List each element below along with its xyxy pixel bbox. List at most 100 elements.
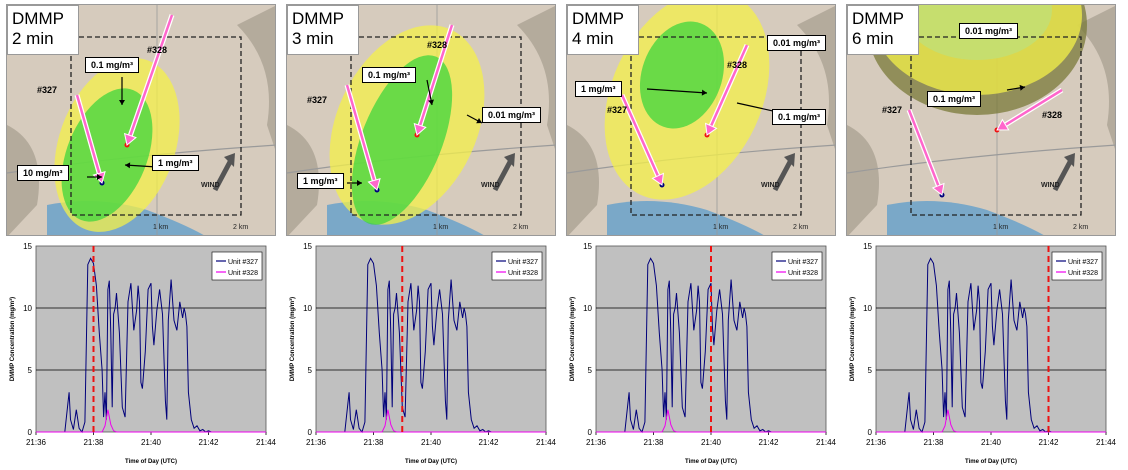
wind-label: WIND <box>761 182 780 189</box>
sensor-arrow-shaft <box>709 44 749 127</box>
legend-label-unit-328: Unit #328 <box>788 270 818 277</box>
x-tick-label: 21:40 <box>421 438 442 447</box>
x-tick-label: 21:42 <box>198 438 219 447</box>
concentration-label: 10 mg/m³ <box>17 165 69 181</box>
label-pointer-head <box>701 89 707 96</box>
y-tick-label: 0 <box>588 428 593 437</box>
panel-2: 1 km 2 km WIND DMMP 3 min 0.1 mg/m³ 0.01 mg/m³… <box>280 0 557 465</box>
sensor-arrow-head <box>123 132 137 146</box>
panel-4: 1 km 2 km WIND DMMP 6 min 0.01 mg/m³ 0.1 mg/m³… <box>840 0 1117 465</box>
y-tick-label: 0 <box>868 428 873 437</box>
x-tick-label: 21:36 <box>586 438 607 447</box>
unit-327-label: #327 <box>607 105 628 115</box>
plume-map: 1 km 2 km WIND DMMP 6 min 0.01 mg/m³ 0.1 mg/m³… <box>846 4 1116 236</box>
x-tick-label: 21:44 <box>256 438 276 447</box>
sensor-arrow-head <box>413 122 427 136</box>
water-body <box>887 201 1044 235</box>
wind-arrow-head <box>504 153 515 167</box>
y-axis-label: DMMP Concentration (mg/m³) <box>569 297 576 381</box>
wind-arrow-head <box>784 153 795 167</box>
unit-327-label: #327 <box>307 95 328 105</box>
unit-328-label: #328 <box>1042 110 1063 120</box>
y-tick-label: 15 <box>863 242 872 251</box>
terrain-shadow-left <box>567 125 599 235</box>
terrain-shadow-left <box>847 125 879 235</box>
scale-1km-label: 1 km <box>713 224 728 231</box>
concentration-label: 0.01 mg/m³ <box>959 23 1019 39</box>
plume-map: 1 km 2 km WIND DMMP 2 min 0.1 mg/m³ 10 mg/m³ 1 … <box>6 4 276 236</box>
x-tick-label: 21:38 <box>363 438 384 447</box>
series-line-unit-327 <box>330 257 518 434</box>
y-tick-label: 0 <box>308 428 313 437</box>
plume-contour <box>639 21 725 129</box>
y-axis-label: DMMP Concentration (mg/m³) <box>289 297 296 381</box>
label-pointer-head <box>125 162 131 169</box>
wind-arrow-shaft <box>772 158 794 192</box>
wind-arrow-head <box>1064 153 1075 167</box>
sensor-arrow-head <box>651 172 665 186</box>
label-pointer-line <box>646 88 708 94</box>
legend-label-unit-327: Unit #327 <box>508 259 538 266</box>
x-axis-label: Time of Day (UTC) <box>965 459 1017 465</box>
y-tick-label: 5 <box>308 366 313 375</box>
x-axis-label: Time of Day (UTC) <box>125 459 177 465</box>
time-label-box: DMMP 4 min <box>567 5 639 55</box>
y-tick-label: 15 <box>583 242 592 251</box>
x-tick-label: 21:42 <box>478 438 499 447</box>
terrain-shadow-right <box>237 6 275 149</box>
y-tick-label: 10 <box>303 304 312 313</box>
time-label-box: DMMP 2 min <box>7 5 79 55</box>
x-tick-label: 21:44 <box>536 438 556 447</box>
plume-map: 1 km 2 km WIND DMMP 4 min 0.01 mg/m³ 1 mg/m³ 0.… <box>566 4 836 236</box>
legend-box <box>1051 251 1103 281</box>
unit-328-label: #328 <box>147 45 168 55</box>
time-label-line: 4 min <box>572 29 614 48</box>
time-label-line: DMMP <box>292 9 344 28</box>
panel-1: 1 km 2 km WIND DMMP 2 min 0.1 mg/m³ 10 mg/m³ 1 … <box>0 0 277 465</box>
unit-328-label: #328 <box>427 40 448 50</box>
series-line-unit-327 <box>610 257 798 434</box>
label-pointer-head <box>476 118 482 124</box>
legend-box <box>771 251 823 281</box>
concentration-label: 1 mg/m³ <box>297 173 344 189</box>
legend-label-unit-328: Unit #328 <box>1068 270 1098 277</box>
map-svg: 1 km 2 km WIND <box>7 5 275 235</box>
x-axis-label: Time of Day (UTC) <box>405 459 457 465</box>
x-tick-label: 21:42 <box>1038 438 1059 447</box>
dashed-grid-box <box>70 36 242 216</box>
water-body <box>607 201 764 235</box>
legend-box <box>491 251 543 281</box>
dashed-grid-box <box>350 36 522 216</box>
label-pointer-head <box>1019 84 1025 91</box>
sensor-arrow-head <box>367 178 381 191</box>
series-line-unit-328 <box>876 409 1106 433</box>
sensor-arrow-shaft <box>620 94 660 177</box>
concentration-chart: 0 5 10 15 21:36 21:38 21:40 21:42 21:44 Time of D… <box>0 238 277 465</box>
x-tick-label: 21:38 <box>643 438 664 447</box>
scale-1km-label: 1 km <box>993 224 1008 231</box>
label-pointer-head <box>428 99 434 105</box>
series-line-unit-327 <box>890 257 1078 434</box>
scale-2km-label: 2 km <box>513 224 528 231</box>
x-tick-label: 21:44 <box>1096 438 1116 447</box>
x-tick-label: 21:36 <box>866 438 887 447</box>
wind-arrow-shaft <box>212 158 234 192</box>
unit-327-label: #327 <box>882 105 903 115</box>
wind-label: WIND <box>201 182 220 189</box>
concentration-chart: 0 5 10 15 21:36 21:38 21:40 21:42 21:44 Time of D… <box>840 238 1117 465</box>
wind-arrow-head <box>224 153 235 167</box>
label-pointer-line <box>124 164 158 168</box>
series-line-unit-328 <box>596 409 826 433</box>
label-pointer-head <box>97 174 102 180</box>
scale-1km-label: 1 km <box>153 224 168 231</box>
y-tick-label: 10 <box>863 304 872 313</box>
concentration-label: 0.1 mg/m³ <box>772 109 827 125</box>
panel-3: 1 km 2 km WIND DMMP 4 min 0.01 mg/m³ 1 mg/m³ 0.… <box>560 0 837 465</box>
x-tick-label: 21:38 <box>923 438 944 447</box>
y-tick-label: 5 <box>868 366 873 375</box>
time-label-line: 2 min <box>12 29 54 48</box>
label-pointer-head <box>357 180 362 186</box>
x-tick-label: 21:44 <box>816 438 836 447</box>
unit-328-label: #328 <box>727 60 748 70</box>
time-label-line: DMMP <box>852 9 904 28</box>
